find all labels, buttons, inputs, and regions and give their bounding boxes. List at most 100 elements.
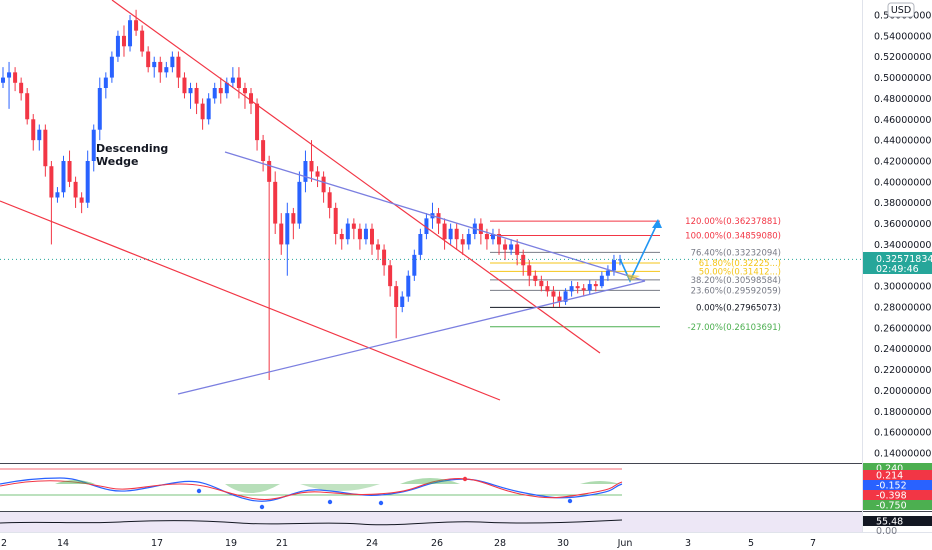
candle-body[interactable] (279, 223, 284, 245)
candle-body[interactable] (97, 88, 102, 130)
candle-body[interactable] (454, 228, 459, 240)
candle-body[interactable] (188, 88, 193, 94)
candle-body[interactable] (605, 270, 610, 276)
candle-body[interactable] (424, 218, 429, 234)
candle-body[interactable] (357, 228, 362, 240)
candle-body[interactable] (460, 239, 465, 245)
candle-body[interactable] (242, 88, 247, 94)
rsi-pane[interactable] (0, 512, 862, 532)
candle-body[interactable] (394, 286, 399, 307)
time-axis[interactable]: 2 14 17 19 21 24 26 28 30 Jun 3 5 7 (1, 538, 816, 549)
candle-body[interactable] (25, 93, 30, 120)
oscillator-pane[interactable] (0, 463, 862, 511)
candle-body[interactable] (128, 20, 133, 47)
candle-body[interactable] (267, 161, 272, 182)
main-pane[interactable] (0, 0, 862, 463)
candle-body[interactable] (91, 129, 96, 161)
candle-body[interactable] (291, 213, 296, 224)
candle-body[interactable] (515, 244, 520, 255)
candle-body[interactable] (388, 265, 393, 287)
candle-body[interactable] (484, 234, 489, 240)
candle-body[interactable] (363, 228, 368, 240)
candle-body[interactable] (545, 286, 550, 292)
candle-body[interactable] (1, 77, 5, 83)
currency-badge[interactable] (887, 2, 915, 18)
candle-body[interactable] (37, 129, 42, 141)
candle-body[interactable] (466, 234, 471, 245)
candle-body[interactable] (182, 77, 187, 94)
price-axis[interactable]: 0.560000000.540000000.520000000.50000000… (874, 11, 931, 460)
candle-body[interactable] (43, 129, 48, 167)
candle-body[interactable] (509, 244, 514, 250)
candle-body[interactable] (134, 20, 139, 31)
candle-body[interactable] (218, 88, 223, 94)
candle-body[interactable] (152, 61, 157, 68)
candle-body[interactable] (13, 72, 18, 83)
candle-body[interactable] (406, 275, 411, 297)
candle-body[interactable] (587, 284, 592, 291)
candle-body[interactable] (255, 103, 260, 141)
wedge-lower-line[interactable] (0, 200, 501, 401)
candle-body[interactable] (436, 213, 441, 224)
candle-body[interactable] (581, 288, 586, 291)
candle-body[interactable] (533, 275, 538, 281)
candle-body[interactable] (297, 181, 302, 224)
candle-body[interactable] (200, 103, 205, 120)
triangle-lower-line[interactable] (177, 280, 646, 395)
candle-body[interactable] (557, 296, 562, 302)
candle-body[interactable] (412, 254, 417, 276)
candle-body[interactable] (194, 88, 199, 104)
candle-body[interactable] (400, 296, 405, 307)
candle-body[interactable] (351, 223, 356, 229)
candle-body[interactable] (376, 244, 381, 250)
candle-body[interactable] (418, 234, 423, 255)
candle-body[interactable] (599, 275, 604, 287)
candle-body[interactable] (285, 213, 290, 245)
candle-body[interactable] (503, 244, 508, 250)
candle-body[interactable] (303, 161, 308, 182)
candle-body[interactable] (315, 171, 320, 177)
candle-body[interactable] (321, 176, 326, 193)
candle-body[interactable] (490, 234, 495, 240)
candle-body[interactable] (273, 181, 278, 224)
candle-body[interactable] (539, 280, 544, 287)
candle-body[interactable] (7, 72, 12, 78)
candle-body[interactable] (333, 207, 338, 234)
candle-body[interactable] (31, 119, 36, 141)
candle-body[interactable] (448, 228, 453, 240)
candlestick-series[interactable] (1, 9, 622, 380)
candle-body[interactable] (369, 228, 374, 245)
candle-body[interactable] (19, 82, 24, 94)
candle-body[interactable] (61, 161, 66, 193)
candle-body[interactable] (176, 56, 181, 78)
candle-body[interactable] (146, 51, 151, 68)
candle-body[interactable] (140, 30, 145, 52)
candle-body[interactable] (527, 265, 532, 276)
candle-body[interactable] (551, 291, 556, 297)
candle-body[interactable] (309, 161, 314, 172)
candle-body[interactable] (249, 93, 254, 104)
candle-body[interactable] (230, 77, 235, 83)
candle-body[interactable] (206, 98, 211, 120)
candle-body[interactable] (103, 77, 108, 88)
candle-body[interactable] (109, 56, 114, 78)
candle-body[interactable] (170, 56, 175, 68)
candle-body[interactable] (49, 166, 54, 198)
candle-body[interactable] (478, 223, 483, 234)
candle-body[interactable] (212, 88, 217, 99)
candle-body[interactable] (164, 67, 169, 73)
candle-body[interactable] (497, 234, 502, 245)
candle-body[interactable] (575, 286, 580, 289)
candle-body[interactable] (67, 161, 72, 182)
candle-body[interactable] (327, 192, 332, 208)
candle-body[interactable] (261, 140, 266, 161)
candle-body[interactable] (345, 223, 350, 240)
candle-body[interactable] (593, 284, 598, 287)
candle-body[interactable] (158, 61, 163, 73)
candle-body[interactable] (442, 223, 447, 240)
triangle-upper-line[interactable] (224, 151, 646, 282)
candle-body[interactable] (236, 77, 241, 88)
current-price-tag[interactable] (863, 252, 932, 274)
candle-body[interactable] (339, 234, 344, 240)
